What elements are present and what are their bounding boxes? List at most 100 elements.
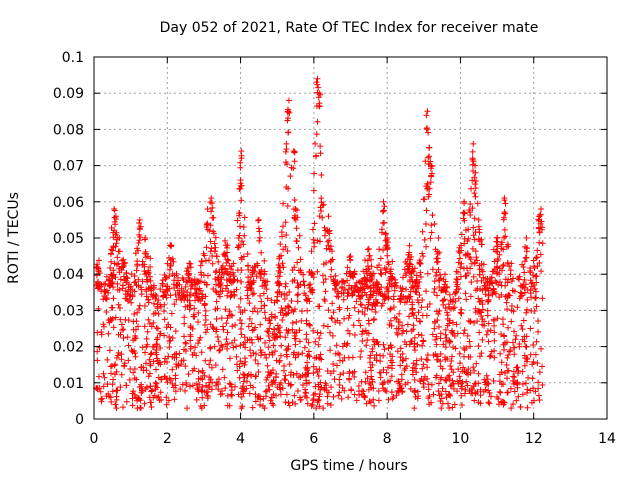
data-point xyxy=(306,284,313,291)
data-point xyxy=(498,359,505,366)
data-point xyxy=(207,248,214,255)
data-point xyxy=(457,309,464,316)
data-point xyxy=(163,394,170,401)
data-point xyxy=(411,405,418,412)
data-point xyxy=(316,403,323,410)
data-point xyxy=(182,283,189,290)
data-point xyxy=(305,282,312,289)
data-point xyxy=(124,334,131,341)
data-point xyxy=(535,379,542,386)
data-point xyxy=(332,286,339,293)
data-point xyxy=(213,315,220,322)
data-point xyxy=(328,384,335,391)
data-point xyxy=(228,383,235,390)
data-point xyxy=(339,343,346,350)
data-point xyxy=(207,345,214,352)
data-point xyxy=(427,165,434,172)
data-point xyxy=(292,206,299,213)
data-point xyxy=(363,330,370,337)
data-point xyxy=(113,405,120,412)
data-point xyxy=(174,287,181,294)
data-point xyxy=(310,363,317,370)
data-point xyxy=(484,328,491,335)
data-point xyxy=(112,231,119,238)
x-tick-label: 2 xyxy=(163,431,172,447)
data-point xyxy=(161,316,168,323)
data-point xyxy=(395,325,402,332)
data-point xyxy=(451,304,458,311)
chart-title: Day 052 of 2021, Rate Of TEC Index for r… xyxy=(160,20,539,36)
data-point xyxy=(491,258,498,265)
data-point xyxy=(446,291,453,298)
data-point xyxy=(509,287,516,294)
data-point xyxy=(165,397,172,404)
data-point xyxy=(399,330,405,337)
data-point xyxy=(237,342,244,349)
data-point xyxy=(249,264,256,271)
data-point xyxy=(521,269,528,276)
data-point xyxy=(377,255,384,262)
data-point xyxy=(396,319,403,326)
data-point xyxy=(471,319,478,326)
data-point xyxy=(244,251,251,257)
data-point xyxy=(522,281,529,288)
data-point xyxy=(120,256,127,263)
data-point xyxy=(261,309,268,316)
data-point xyxy=(218,388,225,395)
data-point xyxy=(195,340,202,347)
data-point xyxy=(232,321,239,328)
data-point xyxy=(390,394,397,401)
data-point xyxy=(310,370,317,377)
data-point xyxy=(142,250,149,257)
data-point xyxy=(470,273,477,280)
data-point xyxy=(283,292,290,299)
data-point xyxy=(536,369,543,376)
data-point xyxy=(327,243,334,250)
data-point xyxy=(246,390,253,397)
data-point xyxy=(381,387,388,394)
data-point xyxy=(438,391,445,398)
data-point xyxy=(433,292,440,299)
data-point xyxy=(247,371,254,378)
data-point xyxy=(516,273,523,280)
data-point xyxy=(226,380,233,387)
data-point xyxy=(249,327,256,334)
data-point xyxy=(141,268,148,275)
data-point xyxy=(194,385,201,392)
data-point xyxy=(498,331,505,338)
data-point xyxy=(249,271,256,278)
data-point xyxy=(231,337,238,344)
data-point xyxy=(502,282,509,289)
data-point xyxy=(403,260,410,267)
data-point xyxy=(99,395,106,402)
data-point xyxy=(103,273,110,280)
data-point xyxy=(471,260,478,267)
data-point xyxy=(125,342,132,349)
data-point xyxy=(122,287,129,294)
data-point xyxy=(303,296,310,303)
data-point xyxy=(481,282,488,289)
data-point xyxy=(109,388,116,395)
data-point xyxy=(278,342,285,349)
data-point xyxy=(296,338,303,345)
data-point xyxy=(380,198,387,205)
data-point xyxy=(258,298,265,305)
data-point xyxy=(396,295,403,302)
data-point xyxy=(491,354,498,361)
data-point xyxy=(277,386,284,393)
data-point xyxy=(201,321,208,328)
data-point xyxy=(172,291,179,298)
data-point xyxy=(411,388,418,395)
data-point xyxy=(279,260,286,267)
data-point xyxy=(114,280,121,287)
data-point xyxy=(263,387,270,394)
data-point xyxy=(442,376,449,383)
data-point xyxy=(485,320,492,327)
data-point xyxy=(187,343,194,350)
data-point xyxy=(340,296,347,303)
data-point xyxy=(381,219,388,226)
data-point xyxy=(421,373,428,380)
data-point xyxy=(470,158,477,165)
data-point xyxy=(182,387,189,394)
data-point xyxy=(167,242,174,249)
